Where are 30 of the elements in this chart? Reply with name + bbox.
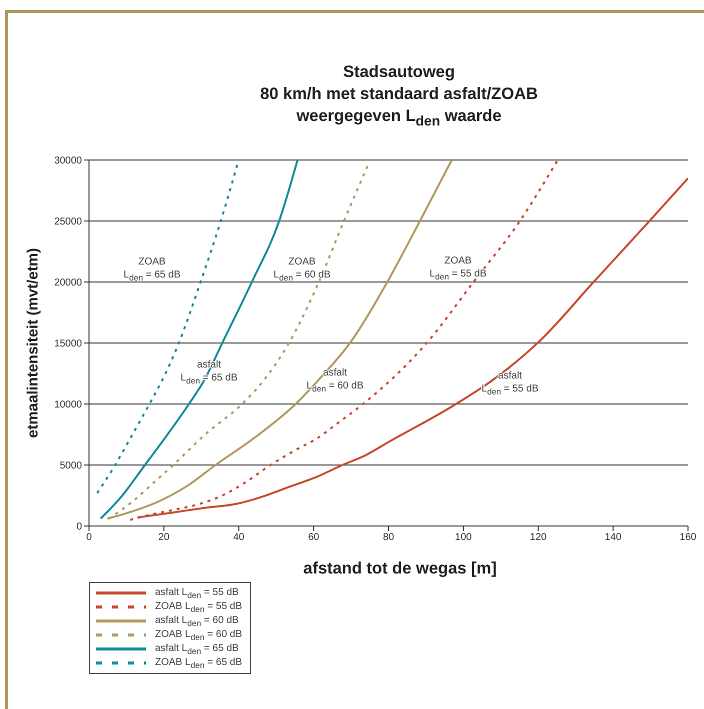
annotation: asfalt L$_{den}$ = 55 dB: [482, 370, 538, 398]
legend-label: ZOAB L$_{den}$ = 65 dB: [155, 656, 242, 670]
legend-label: asfalt L$_{den}$ = 65 dB: [155, 642, 239, 656]
x-tick-label: 60: [308, 532, 320, 544]
x-tick-label: 80: [382, 532, 394, 544]
x-tick-label: 0: [86, 532, 92, 544]
legend-label: ZOAB L$_{den}$ = 60 dB: [155, 628, 242, 642]
x-axis-title: afstand tot de wegas [m]: [303, 560, 497, 578]
annotation: ZOAB L$_{den}$ = 65 dB: [124, 256, 180, 284]
y-tick-label: 20000: [54, 278, 82, 289]
x-tick-label: 120: [530, 532, 548, 544]
annotation: ZOAB L$_{den}$ = 60 dB: [274, 256, 330, 284]
y-tick-label: 25000: [54, 216, 82, 228]
x-tick-label: 140: [604, 532, 622, 544]
chart-title: Stadsautoweg 80 km/h met standaard asfalt/ZOAB weergegeven L$_{den}$ waarde: [259, 62, 539, 130]
x-tick-label: 20: [158, 532, 170, 544]
legend-label: asfalt L$_{den}$ = 60 dB: [155, 614, 239, 628]
y-tick-label: 15000: [54, 338, 82, 350]
annotation: ZOAB L$_{den}$ = 55 dB: [430, 254, 486, 284]
y-tick-label: 5000: [60, 460, 82, 472]
y-tick-label: 30000: [54, 156, 82, 167]
x-tick-label: 40: [233, 532, 245, 544]
x-tick-label: 160: [680, 532, 697, 544]
legend-label: asfalt L$_{den}$ = 55 dB: [155, 586, 239, 600]
line-series: [96, 164, 238, 494]
y-axis-title: etmaalintensiteit (mvt/etm): [24, 248, 42, 438]
legend-label: ZOAB L$_{den}$ = 55 dB: [155, 600, 242, 614]
y-tick-label: 0: [76, 522, 82, 533]
y-tick-label: 10000: [54, 400, 82, 411]
x-tick-label: 100: [455, 532, 472, 544]
